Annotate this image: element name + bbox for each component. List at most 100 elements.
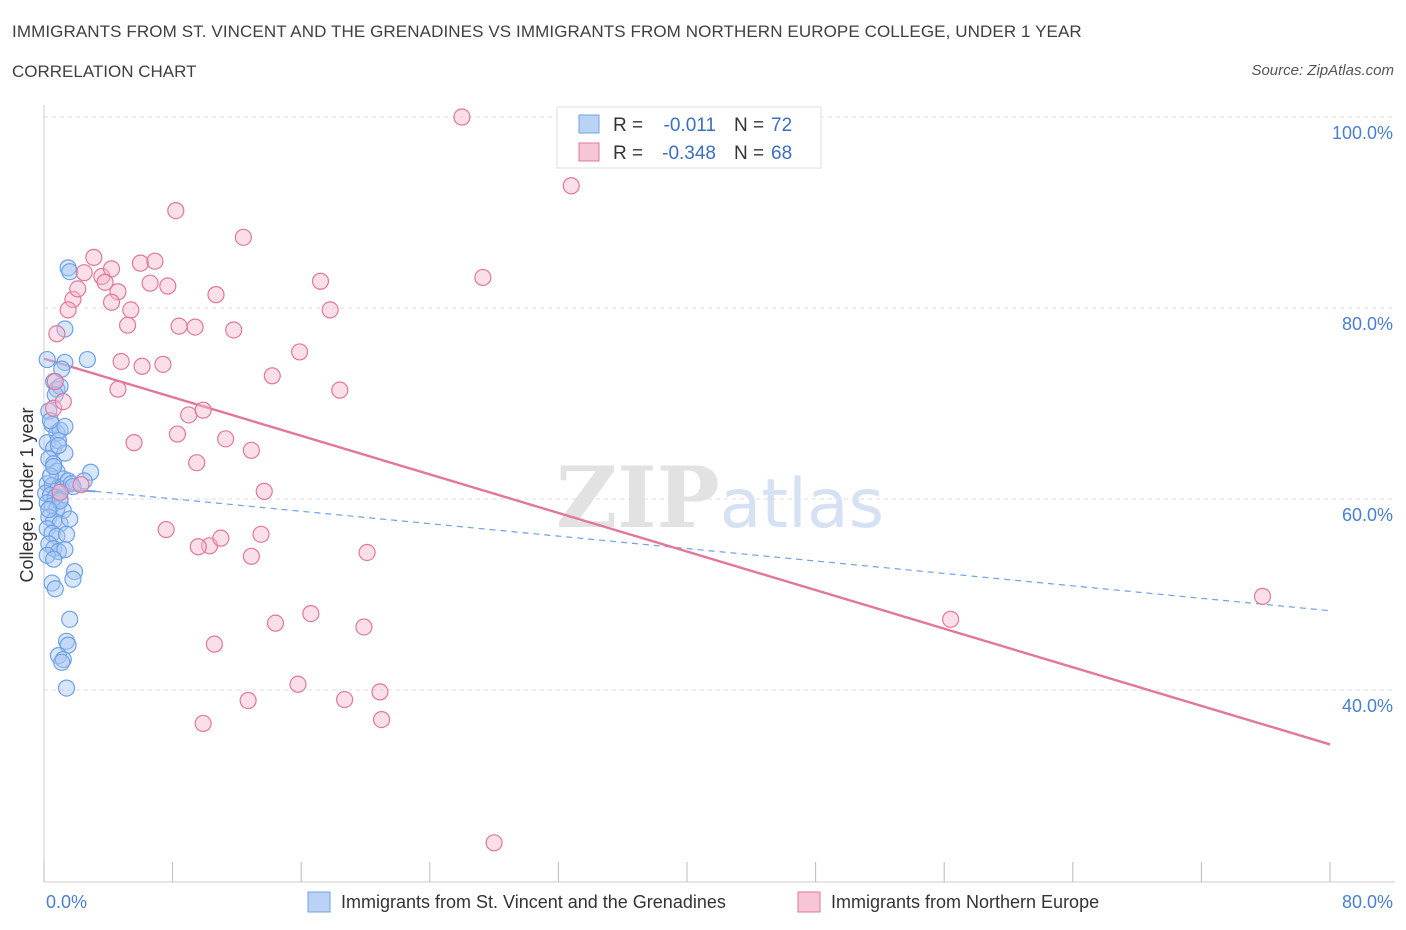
point-northern-europe	[234, 228, 252, 246]
point-northern-europe	[372, 711, 391, 729]
watermark-text: ZIPatlas	[556, 448, 884, 547]
point-northern-europe	[474, 268, 492, 287]
n-label: N =	[734, 115, 764, 136]
point-st-vincent	[82, 463, 100, 481]
point-st-vincent	[49, 436, 68, 455]
point-st-vincent	[45, 550, 63, 568]
point-northern-europe	[263, 367, 281, 385]
point-st-vincent	[40, 500, 58, 519]
point-st-vincent	[45, 457, 63, 476]
point-northern-europe	[217, 430, 235, 448]
x-tick-label: 0.0%	[46, 892, 87, 912]
point-northern-europe	[125, 434, 143, 452]
point-northern-europe	[371, 683, 389, 701]
point-northern-europe	[141, 274, 159, 292]
point-northern-europe	[242, 441, 260, 459]
stats-legend: R = -0.011 N = 72 R = -0.348 N = 68	[556, 106, 822, 169]
r-value: -0.348	[662, 143, 716, 164]
series-legend: Immigrants from St. Vincent and the Gren…	[307, 891, 1099, 913]
point-st-vincent	[61, 610, 79, 628]
point-northern-europe	[102, 293, 121, 311]
point-st-vincent	[61, 510, 79, 528]
r-value: -0.011	[664, 115, 716, 136]
r-label: R =	[613, 115, 643, 136]
point-northern-europe	[109, 380, 127, 398]
data-points	[37, 108, 1272, 852]
point-northern-europe	[239, 691, 257, 710]
point-northern-europe	[59, 301, 77, 319]
point-northern-europe	[96, 273, 114, 291]
point-northern-europe	[331, 381, 349, 399]
point-northern-europe	[942, 610, 960, 628]
point-northern-europe	[54, 392, 72, 411]
point-st-vincent	[56, 320, 74, 338]
point-northern-europe	[358, 543, 376, 562]
n-label: N =	[734, 143, 764, 164]
legend-swatch	[797, 891, 821, 913]
point-northern-europe	[289, 675, 307, 693]
point-northern-europe	[45, 399, 63, 417]
stats-swatch	[578, 114, 600, 134]
point-northern-europe	[168, 425, 187, 443]
point-northern-europe	[562, 177, 580, 195]
legend-label: Immigrants from St. Vincent and the Gren…	[341, 892, 726, 912]
point-northern-europe	[69, 280, 87, 298]
point-st-vincent	[56, 541, 74, 559]
point-st-vincent	[38, 494, 56, 512]
point-northern-europe	[453, 108, 471, 126]
point-northern-europe	[72, 476, 90, 494]
point-northern-europe	[189, 538, 207, 556]
point-st-vincent	[56, 417, 74, 436]
point-northern-europe	[75, 264, 93, 282]
point-northern-europe	[252, 525, 270, 543]
n-value: 72	[771, 115, 792, 136]
source-credit: Source: ZipAtlas.com	[1251, 62, 1394, 79]
y-tick-label: 100.0%	[1332, 123, 1393, 143]
point-st-vincent	[57, 525, 76, 543]
point-st-vincent	[57, 679, 76, 697]
point-northern-europe	[212, 529, 230, 547]
point-st-vincent	[61, 263, 79, 281]
point-northern-europe	[188, 454, 206, 472]
chart-subtitle: CORRELATION CHART	[12, 62, 197, 81]
x-tick-label: 80.0%	[1342, 892, 1393, 912]
point-northern-europe	[255, 482, 273, 500]
point-northern-europe	[109, 283, 127, 301]
y-axis-label: College, Under 1 year	[17, 407, 37, 582]
point-northern-europe	[302, 604, 320, 623]
stats-box-frame	[556, 106, 822, 169]
stats-swatch	[578, 142, 600, 162]
point-northern-europe	[154, 355, 172, 373]
point-northern-europe	[112, 352, 130, 371]
point-northern-europe	[170, 317, 188, 335]
point-st-vincent	[41, 467, 60, 485]
point-st-vincent	[38, 350, 56, 369]
watermark: ZIPatlas	[556, 448, 884, 547]
point-northern-europe	[336, 690, 354, 709]
point-northern-europe	[118, 316, 137, 334]
point-northern-europe	[46, 372, 64, 391]
y-tick-label: 80.0%	[1342, 314, 1393, 334]
point-northern-europe	[159, 277, 177, 295]
n-value: 68	[771, 143, 792, 164]
point-northern-europe	[225, 321, 243, 339]
point-northern-europe	[321, 301, 339, 319]
trend-lines	[43, 357, 1331, 746]
point-northern-europe	[311, 272, 330, 290]
y-tick-label: 60.0%	[1342, 505, 1393, 525]
point-northern-europe	[180, 406, 198, 424]
point-northern-europe	[186, 318, 204, 336]
point-northern-europe	[194, 714, 212, 733]
trend-line	[43, 357, 1331, 746]
point-northern-europe	[131, 254, 150, 272]
point-st-vincent	[46, 580, 64, 598]
legend-swatch	[307, 891, 331, 913]
point-st-vincent	[53, 653, 71, 671]
point-northern-europe	[64, 290, 82, 309]
point-st-vincent	[54, 501, 72, 520]
tick-labels: 100.0% 80.0% 60.0% 40.0% 0.0% 80.0%	[46, 123, 1393, 912]
point-northern-europe	[48, 325, 66, 343]
trend-line-dashed	[95, 490, 1331, 612]
point-st-vincent	[78, 350, 97, 369]
